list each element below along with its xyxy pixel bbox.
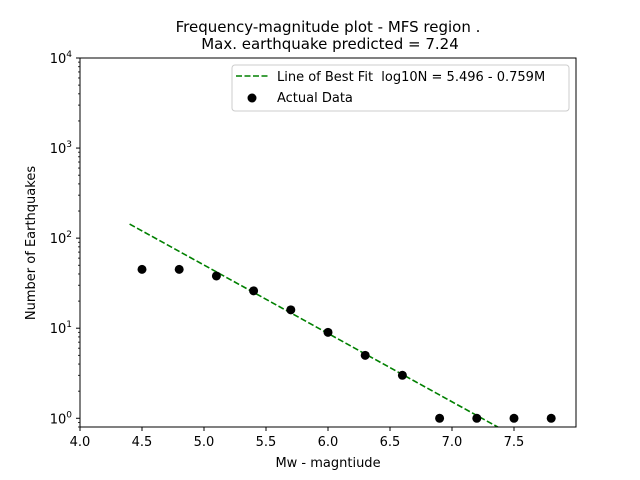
- best-fit-line: [129, 223, 500, 427]
- legend-box: [231, 64, 570, 112]
- chart-title-line-1: Frequency-magnitude plot - MFS region .: [176, 18, 481, 36]
- x-tick-label: 7.0: [442, 435, 463, 450]
- x-tick-label: 7.5: [504, 435, 525, 450]
- legend-marker-swatch: [247, 93, 257, 103]
- x-tick-label: 5.5: [256, 435, 277, 450]
- legend: Line of Best Fit log10N = 5.496 - 0.759M…: [231, 64, 570, 112]
- y-tick-label: 100: [50, 410, 73, 427]
- data-point: [509, 413, 519, 423]
- data-point: [211, 271, 221, 281]
- x-tick-label: 4.0: [70, 435, 91, 450]
- x-tick-label: 6.0: [318, 435, 339, 450]
- x-tick-label: 6.5: [380, 435, 401, 450]
- data-point: [397, 370, 407, 380]
- x-tick-label: 5.0: [194, 435, 215, 450]
- y-tick-label: 104: [50, 50, 73, 67]
- legend-entry-best-fit: Line of Best Fit log10N = 5.496 - 0.759M: [277, 70, 545, 85]
- legend-entry-actual-data: Actual Data: [277, 91, 353, 106]
- plot-frame: [79, 57, 577, 428]
- chart-title-line-2: Max. earthquake predicted = 7.24: [201, 35, 459, 53]
- y-tick-label: 102: [50, 230, 72, 247]
- y-tick-label: 103: [50, 140, 72, 157]
- y-axis-label: Number of Earthquakes: [24, 166, 39, 320]
- data-point: [323, 327, 333, 337]
- data-point: [472, 413, 482, 423]
- x-tick-label: 4.5: [132, 435, 153, 450]
- data-point: [286, 305, 296, 315]
- data-point: [546, 413, 556, 423]
- y-tick-label: 101: [50, 320, 72, 337]
- data-point: [174, 264, 184, 274]
- data-point: [360, 350, 370, 360]
- data-point: [137, 264, 147, 274]
- data-point: [249, 286, 259, 296]
- data-point: [435, 413, 445, 423]
- x-axis-label: Mw - magntiude: [275, 456, 380, 471]
